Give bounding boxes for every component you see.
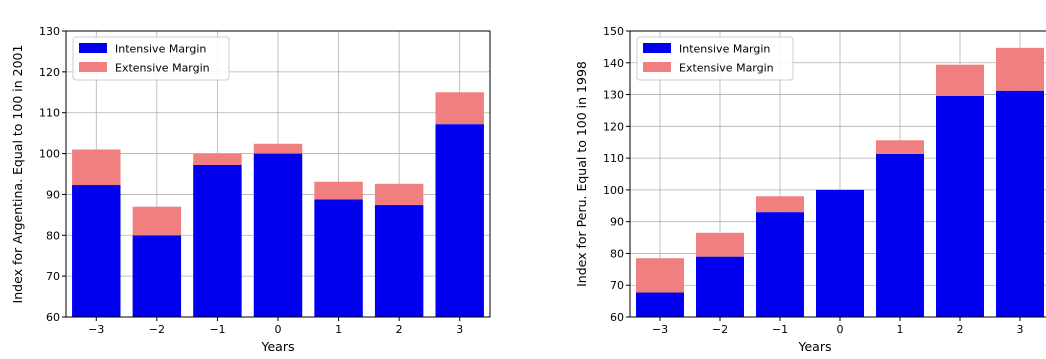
extensive-bar [996, 47, 1044, 91]
y-tick-label: 60 [46, 311, 60, 324]
extensive-bar [876, 140, 924, 154]
x-tick-label: 1 [897, 323, 904, 336]
intensive-bar [756, 212, 804, 317]
intensive-bar [314, 199, 363, 317]
y-tick-label: 130 [603, 89, 624, 102]
y-tick-label: 100 [39, 148, 60, 161]
intensive-bar [816, 189, 864, 317]
legend-swatch-extensive [79, 62, 107, 72]
intensive-bar [996, 90, 1044, 318]
legend-box [636, 36, 794, 81]
y-tick-label: 120 [603, 120, 624, 133]
y-tick-label: 120 [39, 66, 60, 79]
x-tick-label: 0 [275, 323, 282, 336]
y-tick-label: 80 [46, 229, 60, 242]
extensive-bar [636, 258, 684, 293]
intensive-bar [876, 153, 924, 317]
legend: Intensive Margin Extensive Margin [72, 36, 230, 81]
y-tick-label: 90 [46, 188, 60, 201]
y-axis-label: Index for Peru. Equal to 100 in 1998 [574, 61, 589, 287]
intensive-bar [253, 153, 303, 317]
y-tick-label: 100 [603, 184, 624, 197]
legend-label-intensive: Intensive Margin [679, 43, 770, 56]
intensive-bar [72, 185, 121, 317]
y-tick-label: 110 [39, 107, 60, 120]
y-tick-label: 80 [610, 247, 624, 260]
intensive-bar [936, 95, 984, 318]
y-tick-label: 70 [46, 270, 60, 283]
legend-swatch-extensive [643, 62, 671, 72]
x-tick-label: 3 [1017, 323, 1024, 336]
x-tick-label: −1 [209, 323, 225, 336]
y-tick-label: 150 [603, 25, 624, 38]
intensive-bar [636, 292, 684, 317]
x-tick-label: 0 [837, 323, 844, 336]
extensive-bar [72, 149, 121, 186]
legend-box [72, 36, 230, 81]
x-tick-label: −3 [652, 323, 668, 336]
y-tick-label: 60 [610, 311, 624, 324]
x-tick-label: 2 [396, 323, 403, 336]
peru-chart: 60 70 80 90 100 110 120 130 140 150 −3 −2 −1 0 1 2 3 Year… [574, 25, 1046, 354]
extensive-bar [435, 92, 484, 125]
intensive-bar [374, 205, 424, 317]
intensive-bar [696, 256, 744, 317]
x-tick-label: 1 [335, 323, 342, 336]
x-tick-label: −2 [149, 323, 165, 336]
legend-label-extensive: Extensive Margin [115, 62, 210, 75]
y-tick-label: 130 [39, 25, 60, 38]
legend-swatch-intensive [643, 43, 671, 53]
y-axis-label: Index for Argentina. Equal to 100 in 200… [10, 45, 25, 304]
intensive-bar [132, 235, 182, 317]
x-tick-label: 2 [957, 323, 964, 336]
extensive-bar [696, 232, 744, 257]
extensive-bar [756, 196, 804, 213]
intensive-bar [193, 165, 242, 317]
extensive-bar [936, 64, 984, 96]
x-tick-label: −3 [88, 323, 104, 336]
extensive-bar [193, 153, 242, 166]
argentina-chart: 60 70 80 90 100 110 120 130 −3 −2 −1 0 1 2 3 Years Index… [10, 25, 491, 354]
x-tick-label: 3 [456, 323, 463, 336]
y-tick-label: 110 [603, 152, 624, 165]
intensive-bar [435, 124, 484, 317]
extensive-bar [314, 181, 363, 200]
x-axis-label: Years [798, 339, 832, 354]
legend-label-extensive: Extensive Margin [679, 62, 774, 75]
legend: Intensive Margin Extensive Margin [636, 36, 794, 81]
extensive-bar [132, 206, 182, 236]
legend-label-intensive: Intensive Margin [115, 43, 206, 56]
x-tick-label: −1 [772, 323, 788, 336]
y-tick-label: 140 [603, 57, 624, 70]
x-axis-label: Years [261, 339, 295, 354]
legend-swatch-intensive [79, 43, 107, 53]
x-tick-label: −2 [712, 323, 728, 336]
extensive-bar [253, 143, 303, 154]
extensive-bar [374, 183, 424, 206]
y-tick-label: 70 [610, 279, 624, 292]
y-tick-label: 90 [610, 216, 624, 229]
